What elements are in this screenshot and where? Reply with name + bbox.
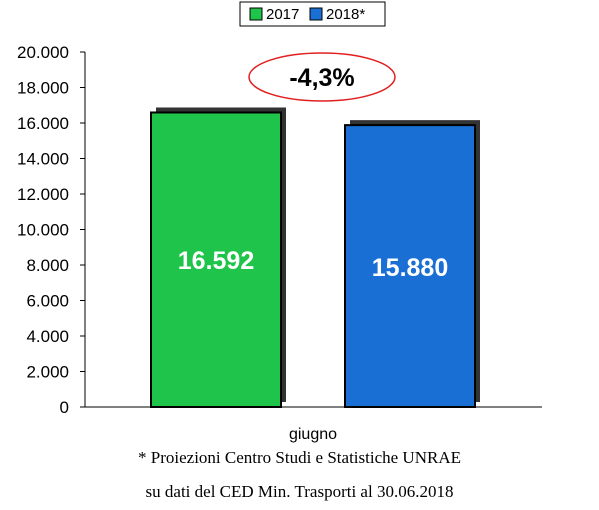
legend: 2017 2018* — [239, 1, 386, 27]
bar-2018 — [344, 124, 476, 408]
y-tick-label: 16.000 — [17, 114, 69, 133]
annotation-text: -4,3% — [289, 64, 354, 92]
annotation-ellipse — [248, 52, 396, 102]
y-axis: 0 2.000 4.000 6.000 8.000 10.000 12.000 14.000 1… — [17, 43, 85, 417]
legend-swatch-2018 — [309, 7, 323, 21]
y-tick-label: 12.000 — [17, 185, 69, 204]
y-tick-label: 18.000 — [17, 79, 69, 98]
footnote-source: * Proiezioni Centro Studi e Statistiche … — [138, 448, 461, 467]
y-tick-label: 14.000 — [17, 150, 69, 169]
y-tick-label: 10.000 — [17, 221, 69, 240]
legend-label-2018: 2018* — [326, 6, 365, 23]
footnote-data-date: su dati del CED Min. Trasporti al 30.06.… — [145, 482, 454, 501]
y-tick-label: 20.000 — [17, 43, 69, 62]
bar-2017 — [150, 111, 282, 408]
change-annotation: -4,3% — [248, 52, 396, 102]
y-tick-label: 6.000 — [26, 292, 69, 311]
y-tick-label: 4.000 — [26, 327, 69, 346]
y-tick-label: 8.000 — [26, 256, 69, 275]
y-tick-label: 0 — [60, 398, 69, 417]
y-tick-label: 2.000 — [26, 363, 69, 382]
legend-label-2017: 2017 — [266, 6, 299, 23]
legend-swatch-2017 — [249, 7, 263, 21]
bar-chart: 2017 2018* 0 2.000 4.000 6.000 8.000 10.000 12… — [17, 1, 542, 443]
bars: 16.592 15.880 — [150, 107, 480, 408]
bar-value-label-2017: 16.592 — [178, 247, 254, 275]
x-tick-label-giugno: giugno — [289, 426, 337, 443]
bar-value-label-2018: 15.880 — [372, 254, 448, 282]
